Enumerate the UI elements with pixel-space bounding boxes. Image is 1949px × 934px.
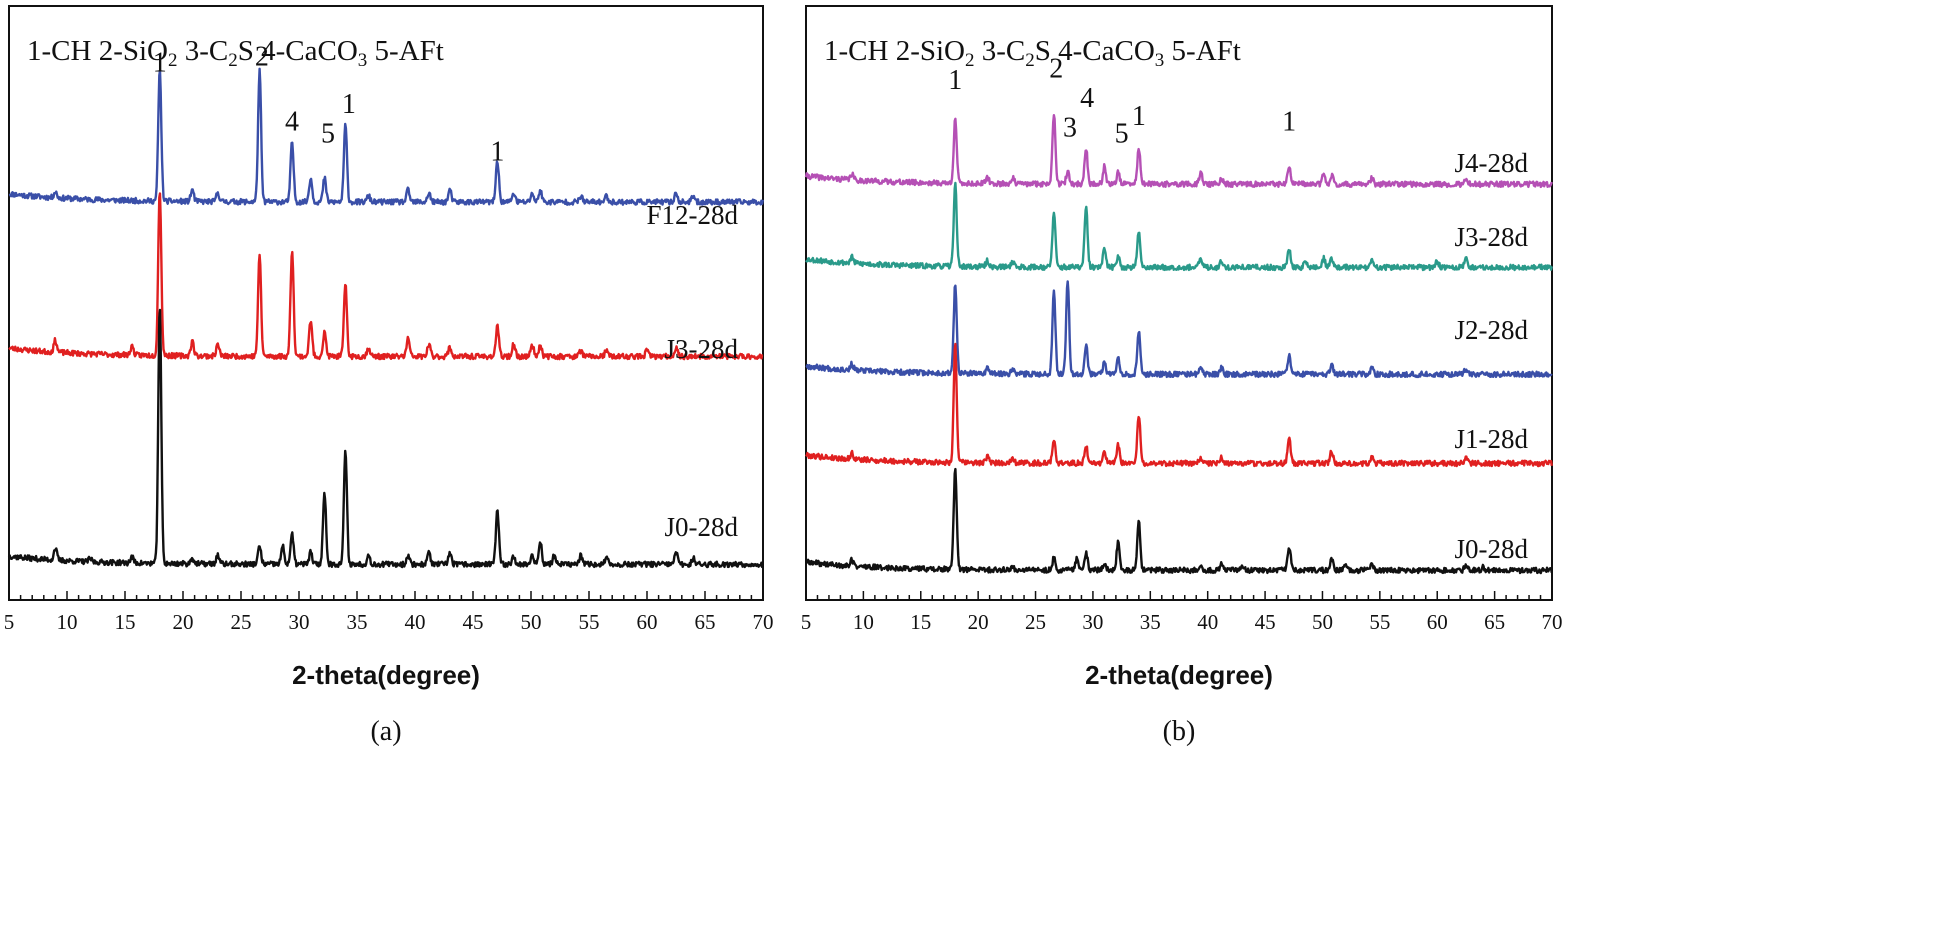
series-label: J3-28d — [665, 334, 739, 364]
xrd-series-f12-28d — [8, 67, 764, 206]
x-tick-label: 20 — [173, 610, 194, 634]
panel-a: 5 10 15 20 25 30 35 40 45 50 55 60 65 702-theta(degre… — [4, 5, 774, 747]
plot-frame — [8, 5, 764, 601]
phase-legend: 1-CH 2-SiO2 3-C2S 4-CaCO3 5-AFt — [27, 35, 444, 71]
x-tick-label: 25 — [231, 610, 252, 634]
x-tick-label: 30 — [1082, 610, 1103, 634]
peak-annotation: 1 — [948, 65, 962, 96]
panel-caption: (b) — [1163, 716, 1196, 747]
x-tick-label: 10 — [57, 610, 78, 634]
xrd-series-j3-28d — [805, 181, 1553, 272]
xrd-series-j3-28d — [8, 192, 764, 361]
peak-annotation: 1 — [153, 47, 167, 78]
panel-caption: (a) — [370, 716, 401, 747]
xrd-series-j4-28d — [804, 114, 1553, 189]
x-tick-label: 15 — [115, 610, 136, 634]
x-tick-label: 10 — [853, 610, 874, 634]
x-tick-label: 35 — [347, 610, 368, 634]
series-label: J4-28d — [1455, 148, 1529, 178]
peak-annotation: 2 — [1049, 53, 1063, 84]
peak-annotation: 5 — [321, 119, 335, 150]
peak-annotation: 1 — [1132, 101, 1146, 132]
peak-annotation: 1 — [342, 89, 356, 120]
x-tick-label: 5 — [4, 610, 15, 634]
x-tick-label: 65 — [1484, 610, 1505, 634]
series-label: J1-28d — [1455, 424, 1529, 454]
peak-annotation: 4 — [285, 107, 299, 138]
peak-annotation: 4 — [1080, 83, 1094, 114]
x-tick-label: 40 — [405, 610, 426, 634]
peak-annotation: 3 — [1063, 113, 1077, 144]
xrd-series-j0-28d — [805, 467, 1553, 575]
series-label: J2-28d — [1455, 315, 1529, 345]
x-tick-label: 60 — [1427, 610, 1448, 634]
x-tick-label: 70 — [753, 610, 774, 634]
plot-frame — [805, 5, 1553, 601]
xrd-series-j2-28d — [805, 280, 1553, 379]
x-tick-label: 25 — [1025, 610, 1046, 634]
x-axis-title: 2-theta(degree) — [292, 660, 480, 690]
xrd-series-j0-28d — [7, 308, 764, 569]
series-label: F12-28d — [646, 200, 738, 230]
x-tick-label: 45 — [463, 610, 484, 634]
x-tick-label: 35 — [1140, 610, 1161, 634]
x-tick-label: 50 — [1312, 610, 1333, 634]
xrd-series-j1-28d — [805, 342, 1553, 468]
x-tick-label: 55 — [1369, 610, 1390, 634]
panel-b: 5 10 15 20 25 30 35 40 45 50 55 60 65 702-theta(degre… — [801, 5, 1563, 747]
x-tick-label: 65 — [695, 610, 716, 634]
x-tick-label: 20 — [968, 610, 989, 634]
peak-annotation: 5 — [1115, 119, 1129, 150]
series-label: J0-28d — [1455, 534, 1529, 564]
series-label: J0-28d — [665, 512, 739, 542]
peak-annotation: 1 — [1282, 107, 1296, 138]
x-tick-label: 30 — [289, 610, 310, 634]
x-tick-label: 5 — [801, 610, 812, 634]
x-axis-title: 2-theta(degree) — [1085, 660, 1273, 690]
x-tick-label: 40 — [1197, 610, 1218, 634]
x-tick-label: 60 — [637, 610, 658, 634]
peak-annotation: 2 — [255, 41, 269, 72]
x-tick-label: 45 — [1255, 610, 1276, 634]
x-tick-label: 55 — [579, 610, 600, 634]
x-tick-label: 50 — [521, 610, 542, 634]
series-label: J3-28d — [1455, 222, 1529, 252]
x-tick-label: 15 — [910, 610, 931, 634]
phase-legend: 1-CH 2-SiO2 3-C2S 4-CaCO3 5-AFt — [824, 35, 1241, 71]
x-tick-label: 70 — [1542, 610, 1563, 634]
peak-annotation: 1 — [490, 136, 504, 167]
